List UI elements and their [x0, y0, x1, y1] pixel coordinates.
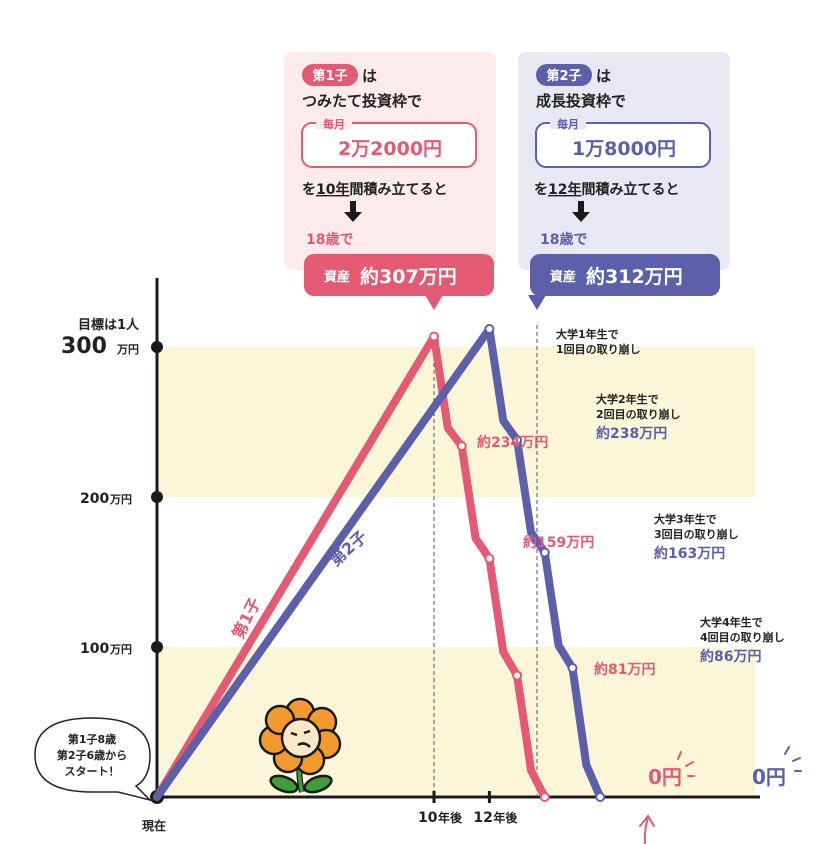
child2-note-2-line2: 2回目の取り崩し	[596, 407, 681, 421]
child1-tag-text: 第1子	[312, 68, 347, 84]
series-1-point-1	[429, 331, 439, 342]
x-tick-label-12: 12	[473, 810, 492, 826]
start-bubble-line2: 第2子6歳から	[57, 748, 127, 762]
child2-age: 18歳で	[540, 231, 587, 248]
y-tick-label-100: 100	[80, 641, 109, 657]
y-tick-dot-200	[151, 491, 163, 503]
series-2-point-5	[595, 792, 606, 802]
child2-line2: 成長投資枠で	[536, 92, 626, 110]
x-origin-label: 現在	[142, 818, 166, 833]
x-tick-unit-10: 年後	[438, 810, 463, 825]
child1-value-81: 約81万円	[594, 661, 655, 678]
child1-asset-label: 資産	[324, 269, 350, 285]
child1-asset-badge	[304, 254, 494, 296]
y-tick-dot-100	[151, 641, 163, 653]
child2-note-3-value: 約163万円	[654, 545, 725, 562]
series-2-point-1	[484, 324, 495, 334]
child2-monthly-box	[535, 122, 711, 168]
start-bubble-line1: 第1子8歳	[68, 732, 116, 746]
child1-period: を10年間積み立てると	[302, 181, 447, 198]
child1-monthly-value: 2万2000円	[338, 138, 442, 160]
child1-down-arrow	[344, 201, 362, 222]
y-tick-unit-100: 万円	[109, 643, 132, 656]
child1-line2: つみたて投資枠で	[302, 92, 422, 110]
y-tick-unit-200: 万円	[109, 493, 132, 506]
child1-value-234: 約234万円	[477, 434, 548, 451]
child1-monthly-label: 毎月	[323, 117, 345, 131]
child2-monthly-value: 1万8000円	[572, 138, 676, 160]
series-1-point-2	[456, 441, 467, 451]
child2-note-4-line1: 大学4年生で	[700, 615, 763, 629]
child1-info-box: 第1子 は つみたて投資枠で 毎月 2万2000円 を10年間積み立てると 18…	[284, 52, 496, 310]
child2-asset-value: 約312万円	[586, 265, 683, 288]
start-bubble-line3: スタート！	[65, 765, 120, 778]
y-tick-unit-300: 万円	[116, 343, 139, 356]
child2-monthly-label: 毎月	[557, 117, 579, 131]
y-tick-label-200: 200	[80, 491, 109, 507]
child2-down-arrow	[572, 201, 590, 222]
series-2-point-2	[512, 435, 523, 445]
child1-age: 18歳で	[306, 231, 353, 248]
child2-note-4-value: 約86万円	[700, 648, 761, 665]
child2-value-0: 0円	[752, 765, 786, 789]
child2-info-box: 第2子 は 成長投資枠で 毎月 1万8000円 を12年間積み立てると 18歳で…	[518, 52, 730, 310]
child2-note-1-line2: 1回目の取り崩し	[556, 342, 641, 356]
child1-value-0: 0円	[648, 765, 682, 789]
y-tick-dot-300	[151, 341, 163, 353]
band-0-100	[157, 647, 755, 795]
series-2-point-3	[539, 547, 550, 558]
series-1-point-5	[539, 792, 550, 802]
child2-tag-suffix: は	[596, 67, 611, 85]
child2-period: を12年間積み立てると	[534, 181, 679, 198]
child1-asset-value: 約307万円	[360, 265, 457, 288]
series-2-point-4	[567, 663, 578, 673]
series-line-2	[153, 325, 605, 801]
arrow-up-red	[639, 814, 655, 844]
child1-monthly-box	[301, 122, 477, 168]
child2-tag	[536, 64, 592, 86]
y-tick-label-300: 300	[61, 334, 107, 359]
flower-illustration	[258, 697, 342, 794]
child2-asset-label: 資産	[550, 269, 576, 285]
sparkle-blue	[784, 746, 802, 772]
x-tick-unit-12: 年後	[493, 810, 518, 825]
child2-note-3-line1: 大学3年生で	[654, 512, 717, 526]
series-1-point-4	[512, 670, 523, 681]
start-bubble: 第1子8歳 第2子6歳から スタート！	[34, 717, 153, 802]
child1-value-159: 約159万円	[523, 534, 594, 551]
child1-tag-suffix: は	[362, 67, 377, 85]
child2-note-2-line1: 大学2年生で	[596, 392, 659, 406]
series-1-point-3	[484, 553, 495, 564]
x-tick-label-10: 10	[418, 810, 438, 826]
sparkle-red	[677, 751, 695, 777]
child2-note-1-line1: 大学1年生で	[556, 327, 619, 341]
child1-tag	[302, 64, 358, 86]
child2-asset-badge	[530, 254, 720, 296]
child2-note-4-line2: 4回目の取り崩し	[700, 630, 785, 644]
child2-note-2-value: 約238万円	[596, 425, 667, 442]
child2-note-3-line2: 3回目の取り崩し	[654, 527, 739, 541]
child2-tag-text: 第2子	[546, 68, 581, 84]
y-goal-label: 目標は1人	[78, 317, 140, 333]
series-line-1	[153, 332, 549, 801]
